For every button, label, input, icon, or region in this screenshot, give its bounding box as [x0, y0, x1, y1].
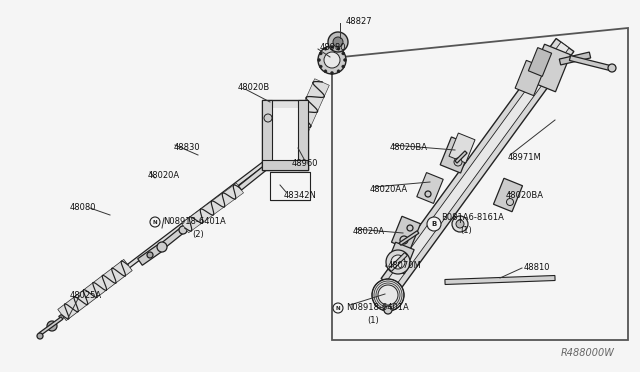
Polygon shape	[270, 172, 310, 200]
Polygon shape	[288, 79, 330, 145]
Circle shape	[372, 279, 404, 311]
Polygon shape	[529, 44, 570, 92]
Circle shape	[333, 37, 343, 47]
Polygon shape	[138, 245, 163, 265]
Polygon shape	[570, 55, 611, 70]
Text: (2): (2)	[192, 230, 204, 238]
Text: 48830: 48830	[174, 144, 200, 153]
Circle shape	[319, 65, 323, 68]
Text: 48020A: 48020A	[148, 170, 180, 180]
Polygon shape	[417, 173, 444, 203]
Polygon shape	[262, 100, 272, 170]
Circle shape	[324, 47, 327, 50]
Circle shape	[344, 58, 346, 61]
Circle shape	[400, 236, 408, 244]
Polygon shape	[386, 242, 414, 274]
Text: 48020BA: 48020BA	[506, 192, 544, 201]
Circle shape	[608, 64, 616, 72]
Polygon shape	[449, 133, 475, 163]
Text: 48020B: 48020B	[238, 83, 270, 93]
Circle shape	[264, 114, 272, 122]
Circle shape	[384, 306, 392, 314]
Text: 48980: 48980	[320, 44, 346, 52]
Polygon shape	[388, 253, 408, 272]
Polygon shape	[298, 100, 308, 170]
Circle shape	[454, 158, 462, 166]
Text: (1): (1)	[367, 315, 379, 324]
Polygon shape	[445, 276, 555, 285]
Circle shape	[150, 217, 160, 227]
Polygon shape	[58, 259, 132, 321]
Circle shape	[317, 58, 321, 61]
Polygon shape	[158, 226, 187, 250]
Circle shape	[330, 45, 333, 48]
Text: 48342N: 48342N	[284, 192, 317, 201]
Circle shape	[333, 303, 343, 313]
Text: 48020A: 48020A	[353, 228, 385, 237]
Polygon shape	[515, 60, 545, 96]
Circle shape	[328, 32, 348, 52]
Polygon shape	[559, 52, 591, 65]
Text: N: N	[336, 305, 340, 311]
Text: 48070M: 48070M	[388, 260, 422, 269]
Polygon shape	[529, 48, 552, 76]
Text: 48080: 48080	[70, 203, 97, 212]
Circle shape	[427, 217, 441, 231]
Circle shape	[506, 199, 513, 205]
Text: 48020AA: 48020AA	[370, 186, 408, 195]
Circle shape	[37, 333, 43, 339]
Circle shape	[324, 70, 327, 73]
Text: B081A6-8161A: B081A6-8161A	[441, 214, 504, 222]
Polygon shape	[262, 100, 308, 170]
Circle shape	[319, 52, 323, 55]
Text: 48827: 48827	[346, 17, 372, 26]
Polygon shape	[386, 42, 569, 288]
Polygon shape	[455, 151, 467, 163]
Circle shape	[318, 46, 346, 74]
Polygon shape	[182, 183, 244, 233]
Circle shape	[147, 252, 153, 258]
Polygon shape	[59, 138, 296, 320]
Text: 48971M: 48971M	[508, 154, 541, 163]
Circle shape	[391, 255, 405, 269]
Text: R488000W: R488000W	[561, 348, 615, 358]
Polygon shape	[262, 160, 308, 170]
Text: N: N	[153, 219, 157, 224]
Circle shape	[47, 321, 57, 331]
Text: 48810: 48810	[524, 263, 550, 273]
Polygon shape	[39, 317, 63, 335]
Text: N08918-6401A: N08918-6401A	[163, 218, 226, 227]
Circle shape	[456, 220, 464, 228]
Text: B: B	[431, 221, 436, 227]
Circle shape	[378, 285, 398, 305]
Polygon shape	[440, 137, 472, 173]
Polygon shape	[239, 146, 292, 190]
Circle shape	[407, 225, 413, 231]
Circle shape	[386, 250, 410, 274]
Circle shape	[179, 226, 187, 234]
Polygon shape	[389, 250, 406, 273]
Circle shape	[324, 52, 340, 68]
Polygon shape	[493, 178, 522, 212]
Text: 48020BA: 48020BA	[390, 144, 428, 153]
Polygon shape	[399, 231, 419, 245]
Text: 48960: 48960	[292, 158, 319, 167]
Polygon shape	[392, 216, 420, 250]
Polygon shape	[332, 28, 628, 340]
Polygon shape	[272, 108, 298, 162]
Circle shape	[342, 65, 345, 68]
Text: (1): (1)	[460, 225, 472, 234]
Circle shape	[330, 71, 333, 74]
Circle shape	[425, 191, 431, 197]
Circle shape	[342, 52, 345, 55]
Text: 48025A: 48025A	[70, 292, 102, 301]
Circle shape	[157, 242, 167, 252]
Polygon shape	[381, 39, 574, 292]
Circle shape	[337, 70, 340, 73]
Circle shape	[337, 47, 340, 50]
Text: N08918-6401A: N08918-6401A	[346, 304, 409, 312]
Circle shape	[452, 216, 468, 232]
